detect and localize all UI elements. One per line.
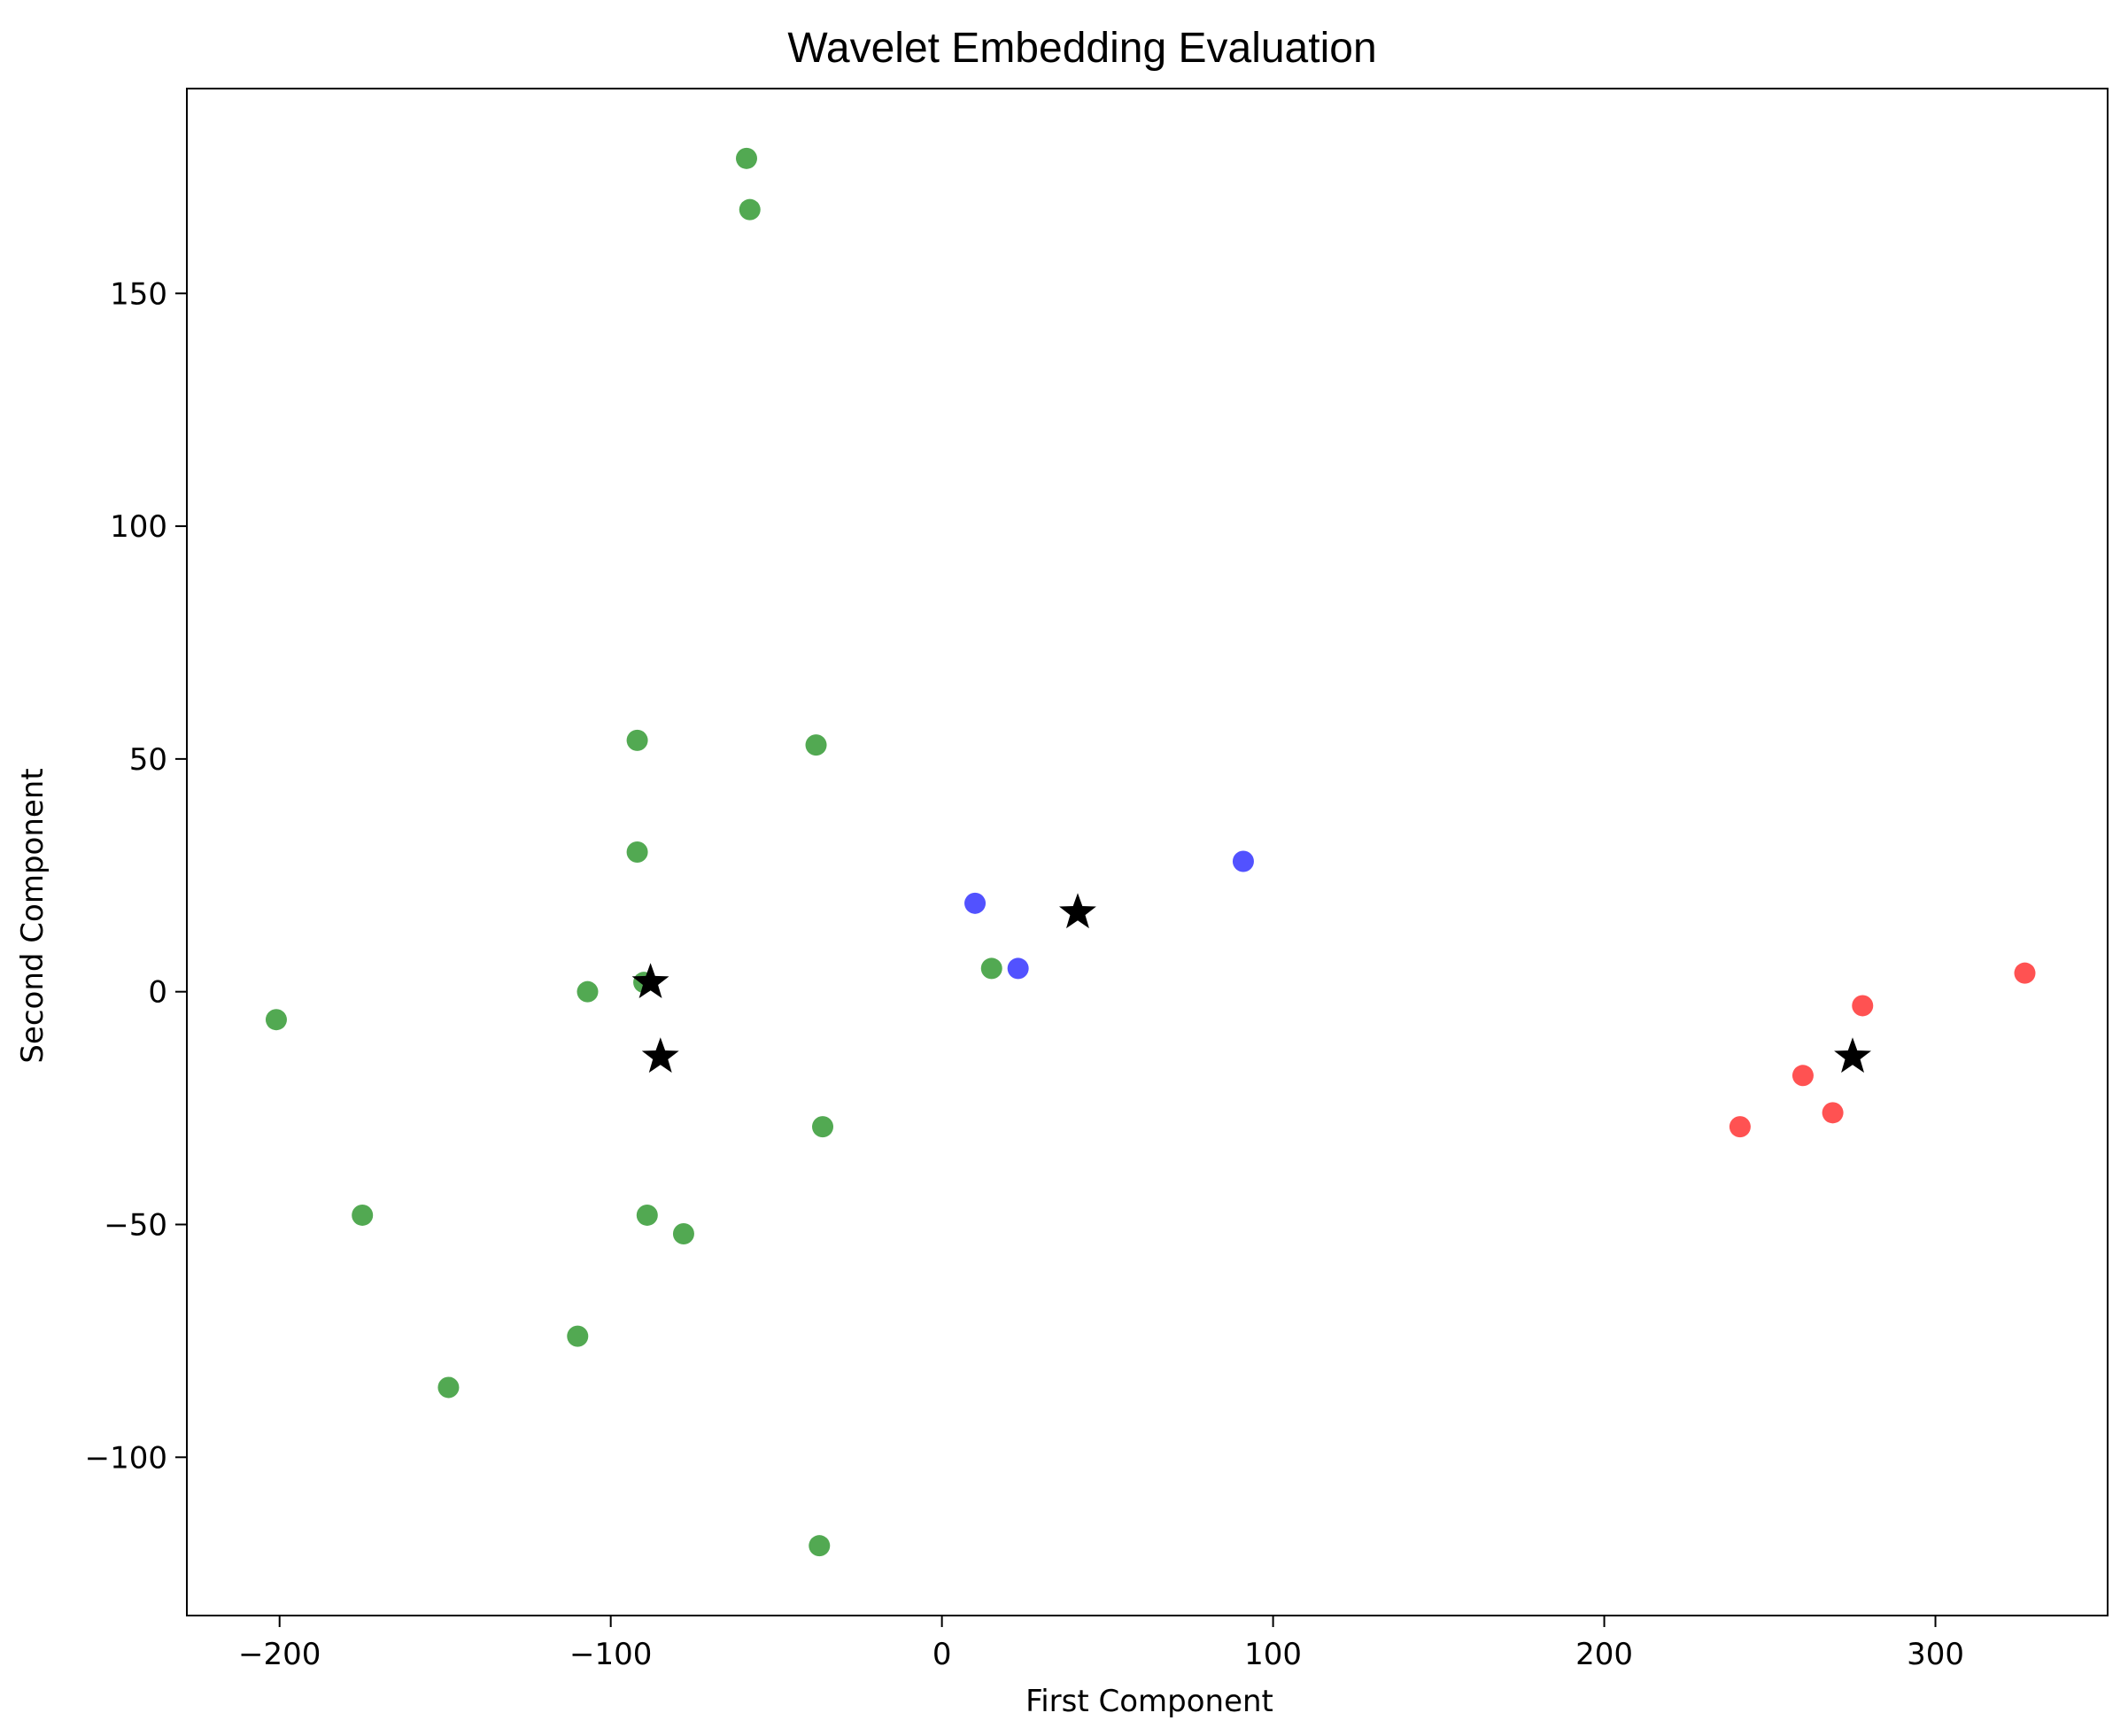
data-point: [736, 147, 758, 169]
data-point: [980, 957, 1002, 980]
y-tick-label: 100: [110, 509, 167, 545]
star-marker: [1059, 893, 1096, 929]
data-point: [636, 1204, 658, 1226]
plot-area-frame: [186, 88, 2109, 1616]
points-layer: [265, 147, 2036, 1557]
data-point: [1791, 1065, 1814, 1087]
data-point: [1232, 850, 1254, 872]
y-tick-label: −50: [104, 1207, 167, 1243]
x-axis-label: First Component: [1025, 1684, 1273, 1719]
data-point: [672, 1223, 694, 1244]
data-point: [805, 734, 827, 756]
y-tick-label: 150: [110, 276, 167, 312]
data-point: [1007, 957, 1029, 980]
star-marker: [641, 1037, 679, 1073]
data-point: [1822, 1102, 1844, 1124]
x-tick-label: 0: [932, 1637, 952, 1672]
data-point: [352, 1204, 374, 1226]
x-tick-label: −100: [569, 1637, 652, 1672]
data-point: [1852, 995, 1874, 1017]
x-tick-label: 300: [1907, 1637, 1964, 1672]
data-point: [809, 1535, 831, 1557]
x-tick-label: 100: [1244, 1637, 1302, 1672]
y-tick-label: −100: [85, 1440, 167, 1476]
data-point: [626, 841, 648, 863]
data-point: [1729, 1116, 1751, 1138]
star-marker: [1834, 1037, 1871, 1073]
data-point: [437, 1376, 460, 1399]
star-marker: [631, 963, 669, 998]
chart-title: Wavelet Embedding Evaluation: [787, 25, 1376, 72]
data-point: [964, 892, 987, 914]
data-point: [739, 198, 761, 221]
y-tick-label: 50: [129, 742, 167, 778]
x-tick-label: −200: [238, 1637, 321, 1672]
data-point: [812, 1116, 834, 1138]
y-tick-label: 0: [148, 975, 167, 1011]
data-point: [576, 980, 599, 1003]
x-tick-label: 200: [1575, 1637, 1633, 1672]
tick-layer: −200 −100 0 100 200 300 −100 −50 0 50 100 150: [85, 276, 1964, 1672]
data-point: [567, 1325, 589, 1347]
data-point: [2014, 962, 2036, 984]
y-axis-label: Second Component: [15, 768, 50, 1063]
data-point: [265, 1009, 287, 1031]
data-point: [626, 729, 648, 751]
